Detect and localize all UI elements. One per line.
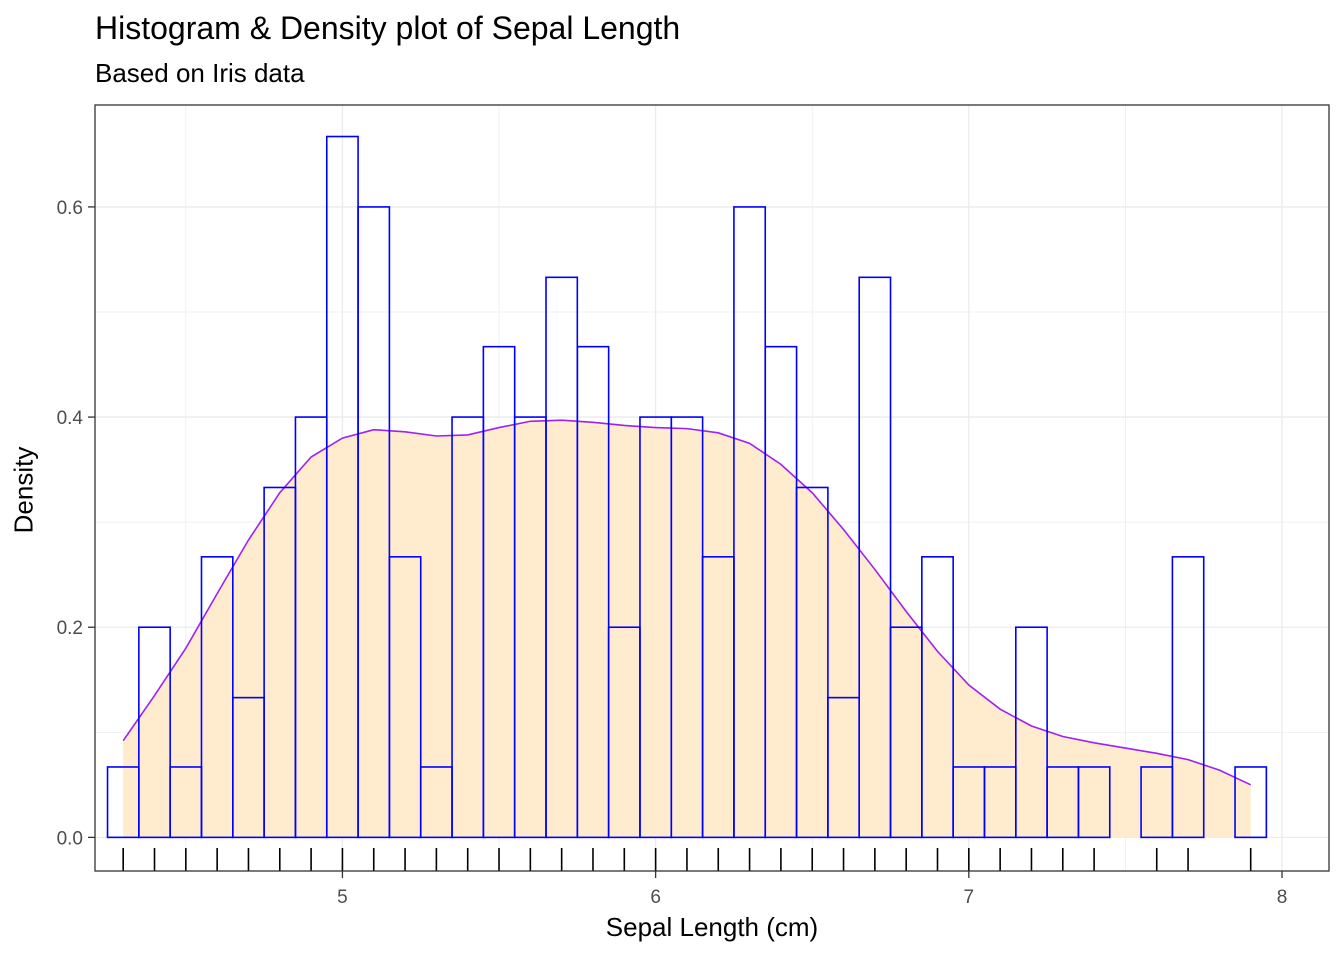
y-tick-label: 0.0 bbox=[57, 828, 83, 849]
x-tick-label: 5 bbox=[337, 887, 348, 908]
y-tick-label: 0.2 bbox=[57, 618, 83, 639]
density-layer bbox=[122, 419, 1252, 838]
histogram-bars bbox=[106, 135, 1268, 839]
y-axis-label: Density bbox=[8, 446, 39, 534]
x-tick-label: 7 bbox=[964, 887, 975, 908]
y-tick-label: 0.6 bbox=[57, 198, 83, 219]
chart-subtitle: Based on Iris data bbox=[95, 58, 305, 88]
histogram-bar bbox=[795, 486, 829, 839]
histogram-bar bbox=[388, 556, 422, 839]
histogram-bar bbox=[1171, 556, 1205, 839]
panel-border bbox=[94, 104, 1330, 872]
x-tick-label: 8 bbox=[1277, 887, 1288, 908]
chart-title: Histogram & Density plot of Sepal Length bbox=[95, 10, 681, 46]
y-tick-label: 0.4 bbox=[57, 408, 84, 429]
density-area bbox=[123, 420, 1251, 838]
histogram-bar bbox=[1077, 766, 1111, 839]
histogram-bar bbox=[1015, 626, 1048, 839]
x-axis-label: Sepal Length (cm) bbox=[605, 912, 819, 942]
histogram-bar bbox=[858, 276, 892, 839]
histogram-bar bbox=[357, 206, 391, 839]
histogram-bar bbox=[138, 626, 171, 839]
axes: 5 6 7 8 0.0 0.2 0.4 0.6 bbox=[57, 198, 1288, 908]
density-line bbox=[122, 419, 1252, 786]
x-tick-label: 6 bbox=[650, 887, 661, 908]
histogram-bar bbox=[576, 345, 610, 839]
histogram-bar bbox=[1234, 766, 1268, 839]
histogram-bar bbox=[921, 556, 954, 839]
rug-marks bbox=[122, 848, 1252, 871]
